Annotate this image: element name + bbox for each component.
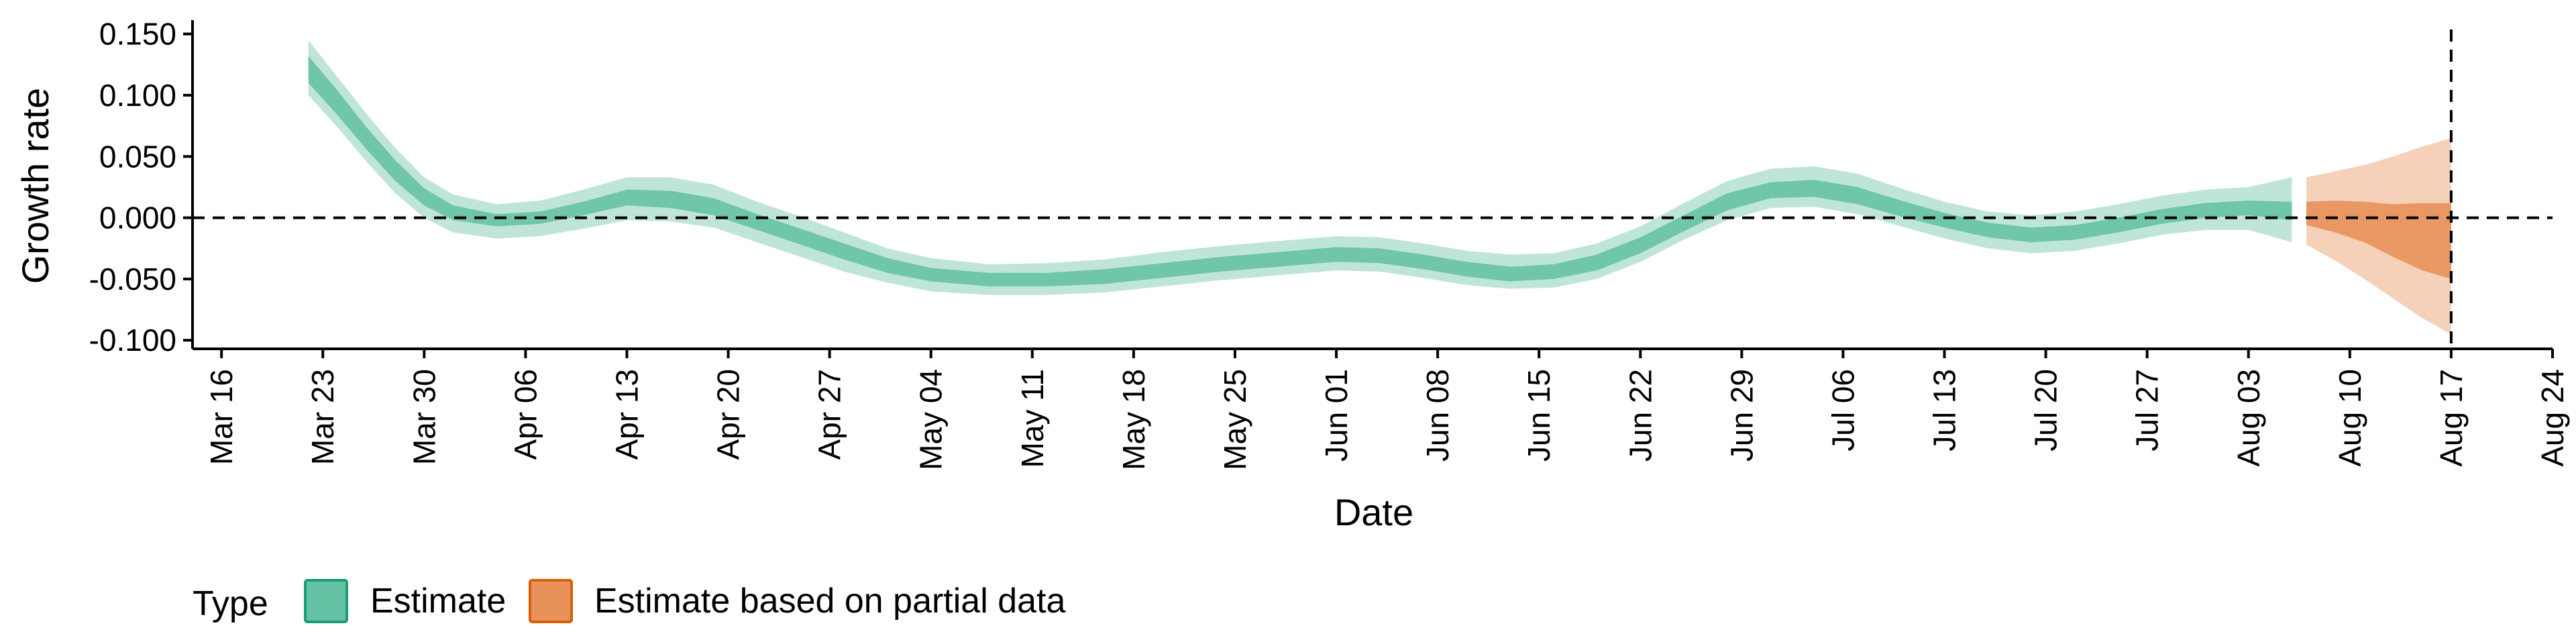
x-tick-label: Jul 13	[1927, 369, 1962, 451]
x-tick-label: Mar 23	[305, 369, 340, 465]
x-tick-label: Jun 29	[1724, 369, 1759, 462]
x-tick-label: Aug 17	[2434, 369, 2469, 467]
x-axis-title: Date	[1334, 491, 1413, 533]
axes: -0.100 -0.050 0.000 0.050 0.100 0.150 Mar 16 Ma…	[89, 17, 2570, 470]
x-tick-label: Apr 13	[609, 369, 644, 460]
x-tick-label: Jun 08	[1420, 369, 1455, 462]
x-tick-label: Apr 27	[812, 369, 847, 460]
y-tick-label: 0.100	[99, 78, 176, 113]
band-50-partial-data	[2306, 201, 2451, 279]
x-tick-label: Jul 20	[2029, 369, 2063, 451]
x-tick-label: Aug 03	[2231, 369, 2266, 467]
x-tick-label: Jul 27	[2130, 369, 2165, 451]
y-tick-label: -0.050	[89, 262, 176, 297]
x-tick-label: Jun 15	[1521, 369, 1556, 462]
x-tick-label: Mar 16	[204, 369, 239, 465]
x-tick-label: Jul 06	[1825, 369, 1860, 451]
x-tick-label: Jun 22	[1623, 369, 1658, 462]
band-50-estimate	[308, 56, 2292, 286]
legend-label-partial-data: Estimate based on partial data	[594, 582, 1066, 621]
x-tick-label: Aug 10	[2332, 369, 2367, 467]
x-tick-label: Mar 30	[407, 369, 441, 465]
y-axis-title: Growth rate	[14, 88, 56, 284]
x-tick-label: Jun 01	[1319, 369, 1354, 462]
x-tick-label: Apr 20	[711, 369, 746, 460]
x-tick-label: May 25	[1218, 369, 1252, 470]
x-tick-label: Apr 06	[508, 369, 543, 460]
y-tick-label: 0.050	[99, 139, 176, 174]
y-tick-label: -0.100	[89, 323, 176, 358]
reference-lines	[193, 30, 2553, 349]
legend-key-partial-data	[529, 579, 573, 623]
x-tick-label: Aug 24	[2535, 369, 2570, 467]
x-tick-label: May 18	[1116, 369, 1151, 470]
y-tick-label: 0.150	[99, 17, 176, 52]
legend-key-estimate	[304, 579, 348, 623]
legend: Type Estimate Estimate based on partial …	[193, 579, 1066, 623]
legend-label-estimate: Estimate	[370, 582, 506, 621]
legend-title: Type	[193, 584, 268, 623]
x-tick-label: May 04	[914, 369, 949, 470]
y-tick-label: 0.000	[99, 201, 176, 235]
x-tick-label: May 11	[1015, 369, 1050, 468]
ribbon-layer	[308, 40, 2451, 335]
